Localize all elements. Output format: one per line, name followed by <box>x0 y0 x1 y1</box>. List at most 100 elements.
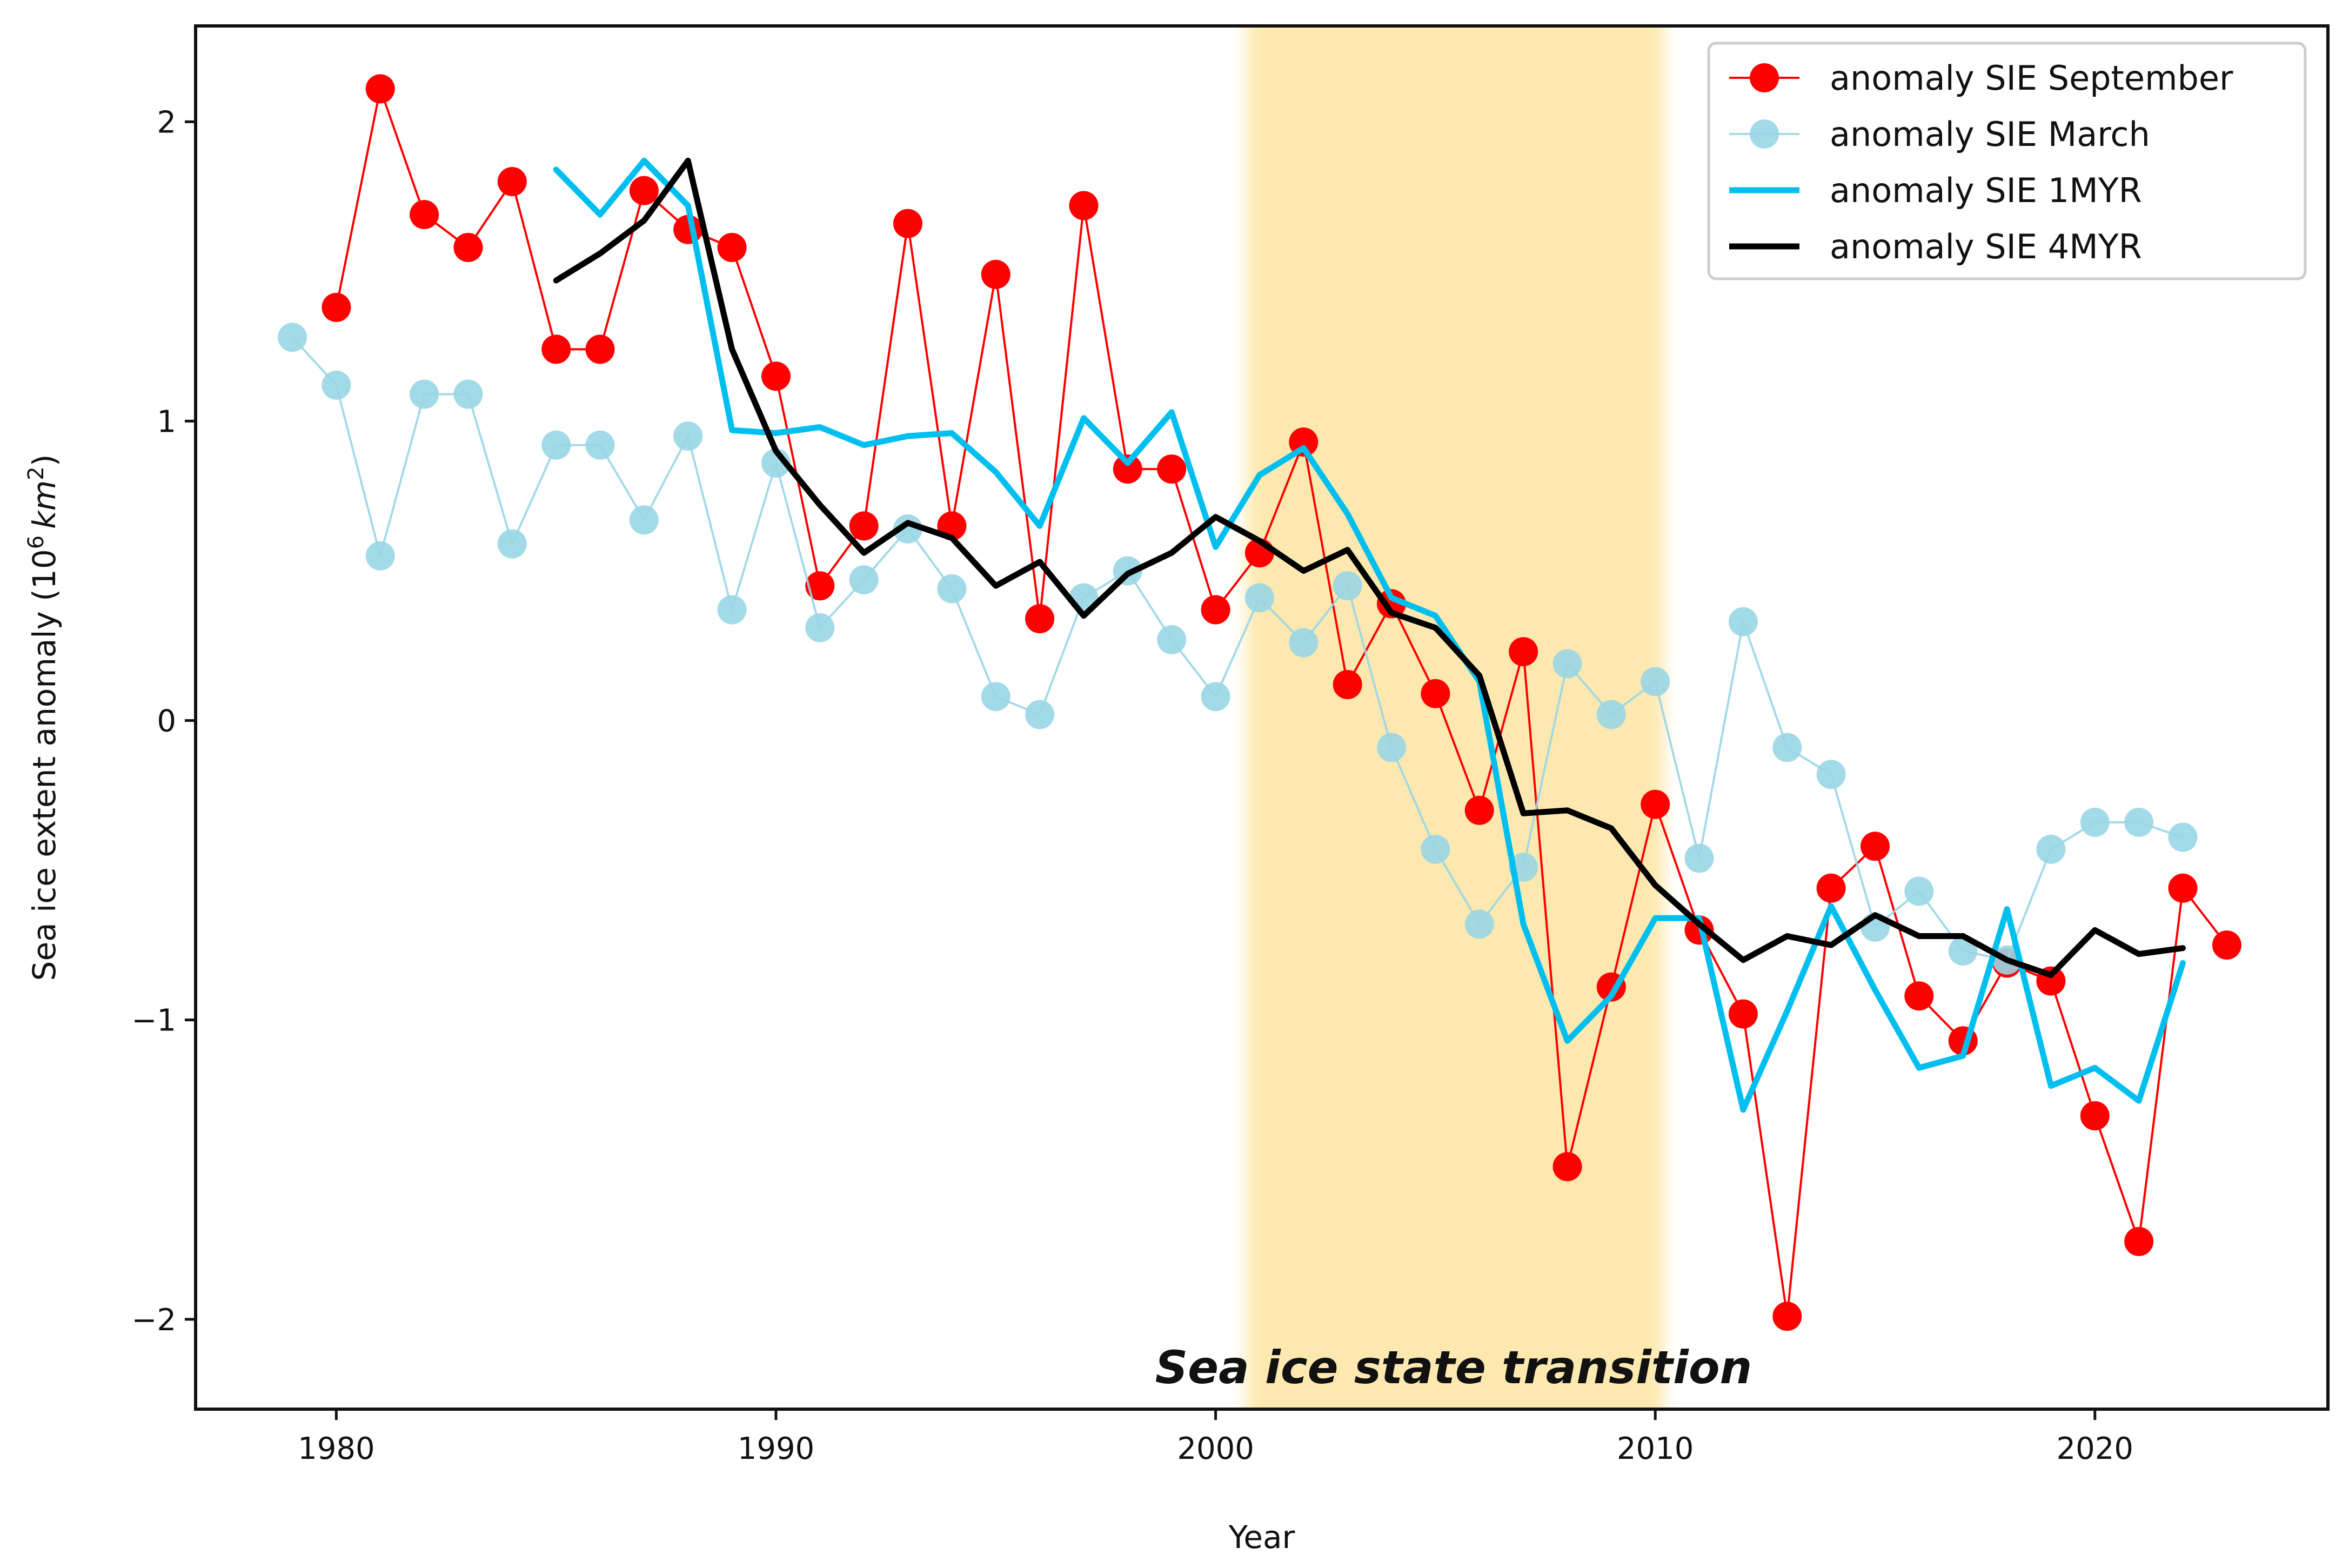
data-point-anomaly-sie-march <box>981 682 1010 712</box>
data-point-anomaly-sie-march <box>1201 682 1230 712</box>
data-point-anomaly-sie-march <box>365 541 395 571</box>
data-point-anomaly-sie-march <box>937 574 967 604</box>
series-layer <box>278 74 2241 1331</box>
data-point-anomaly-sie-march <box>1641 667 1670 696</box>
data-point-anomaly-sie-march <box>1244 583 1274 613</box>
data-point-anomaly-sie-september <box>497 167 527 197</box>
data-point-anomaly-sie-march <box>629 505 659 535</box>
data-point-anomaly-sie-march <box>1596 700 1626 729</box>
legend-label-anomaly-sie-september: anomaly SIE September <box>1830 58 2233 98</box>
data-point-anomaly-sie-march <box>585 430 615 460</box>
data-point-anomaly-sie-march <box>1684 843 1714 873</box>
data-point-anomaly-sie-march <box>453 379 483 409</box>
data-point-anomaly-sie-september <box>2124 1227 2154 1256</box>
data-point-anomaly-sie-september <box>1333 670 1362 699</box>
data-point-anomaly-sie-september <box>1464 795 1494 825</box>
legend-label-anomaly-sie-march: anomaly SIE March <box>1830 115 2150 154</box>
data-point-anomaly-sie-september <box>1157 454 1187 484</box>
data-point-anomaly-sie-march <box>1728 607 1758 636</box>
y-axis-label-unit: km <box>26 480 63 529</box>
data-point-anomaly-sie-march <box>1816 760 1846 789</box>
data-point-anomaly-sie-march <box>1464 909 1494 939</box>
data-point-anomaly-sie-march <box>278 323 307 352</box>
data-point-anomaly-sie-march <box>1904 876 1934 906</box>
x-tick-label: 2010 <box>1617 1431 1694 1466</box>
data-point-anomaly-sie-march <box>673 421 703 451</box>
y-axis-label-unit-sup: 2 <box>24 466 49 480</box>
legend: anomaly SIE September anomaly SIE March an… <box>1707 42 2307 280</box>
x-tick-label: 2020 <box>2057 1431 2134 1466</box>
legend-label-anomaly-sie-1myr: anomaly SIE 1MYR <box>1830 171 2142 210</box>
data-point-anomaly-sie-september <box>1113 454 1142 484</box>
data-point-anomaly-sie-march <box>805 613 835 642</box>
data-point-anomaly-sie-march <box>717 595 747 625</box>
data-point-anomaly-sie-march <box>1772 733 1802 762</box>
data-point-anomaly-sie-september <box>1069 191 1099 220</box>
plot-frame <box>194 24 2330 1411</box>
data-point-anomaly-sie-march <box>1025 700 1055 729</box>
data-point-anomaly-sie-september <box>453 233 483 262</box>
x-tick-label: 1990 <box>738 1431 815 1466</box>
data-point-anomaly-sie-march <box>1157 625 1187 654</box>
data-point-anomaly-sie-march <box>1948 936 1978 966</box>
data-point-anomaly-sie-september <box>2080 1101 2110 1130</box>
y-tick-label: −1 <box>131 1003 176 1038</box>
data-point-anomaly-sie-september <box>2212 930 2241 960</box>
y-axis: 2 1 0 −1 −2 <box>131 105 196 1338</box>
data-point-anomaly-sie-september <box>893 209 922 238</box>
data-point-anomaly-sie-september <box>1861 832 1890 861</box>
data-point-anomaly-sie-september <box>1025 604 1055 634</box>
data-point-anomaly-sie-september <box>322 292 351 322</box>
series-line-anomaly-sie-1myr <box>553 157 2186 1113</box>
x-axis: 1980 1990 2000 2010 2020 <box>298 1409 2133 1466</box>
transition-shaded-region <box>1246 26 1664 1409</box>
y-tick-label: −2 <box>131 1303 176 1338</box>
series-line-anomaly-sie-4myr <box>553 157 2186 978</box>
data-point-anomaly-sie-september <box>585 334 615 364</box>
data-point-anomaly-sie-march <box>322 370 351 400</box>
data-point-anomaly-sie-september <box>717 233 747 262</box>
x-tick-label: 2000 <box>1177 1431 1254 1466</box>
data-point-anomaly-sie-september <box>541 334 571 364</box>
data-point-anomaly-sie-march <box>2124 807 2154 837</box>
data-point-anomaly-sie-march <box>497 529 527 559</box>
y-tick-label: 0 <box>157 704 176 739</box>
data-point-anomaly-sie-march <box>849 565 879 595</box>
data-point-anomaly-sie-september <box>1904 981 1934 1011</box>
data-point-anomaly-sie-march <box>1333 571 1362 601</box>
y-tick-label: 1 <box>157 404 176 439</box>
y-tick-label: 2 <box>157 105 176 140</box>
data-point-anomaly-sie-september <box>1641 789 1670 819</box>
data-point-anomaly-sie-september <box>849 511 879 541</box>
data-point-anomaly-sie-september <box>1509 637 1538 667</box>
transition-annotation: Sea ice state transition <box>1155 1341 1752 1394</box>
data-point-anomaly-sie-september <box>1772 1302 1802 1331</box>
data-point-anomaly-sie-march <box>2168 822 2198 852</box>
data-point-anomaly-sie-march <box>2080 807 2110 837</box>
data-point-anomaly-sie-march <box>410 379 439 409</box>
y-axis-label: Sea ice extent anomaly (106 km2) <box>24 454 63 981</box>
data-point-anomaly-sie-september <box>2168 873 2198 903</box>
data-point-anomaly-sie-march <box>541 430 571 460</box>
data-point-anomaly-sie-march <box>893 514 922 544</box>
y-axis-label-sup: 6 <box>24 535 49 549</box>
data-point-anomaly-sie-september <box>1728 999 1758 1029</box>
data-point-anomaly-sie-september <box>981 259 1010 289</box>
data-point-anomaly-sie-march <box>2036 834 2066 864</box>
data-point-anomaly-sie-september <box>1201 595 1230 625</box>
x-axis-label: Year <box>1228 1519 1295 1556</box>
data-point-anomaly-sie-march <box>1377 733 1406 762</box>
data-point-anomaly-sie-september <box>1552 1152 1582 1182</box>
data-point-anomaly-sie-september <box>629 176 659 205</box>
data-point-anomaly-sie-march <box>1289 628 1319 658</box>
x-tick-label: 1980 <box>298 1431 375 1466</box>
data-point-anomaly-sie-september <box>805 571 835 601</box>
y-axis-label-main: Sea ice extent anomaly (10 <box>26 549 63 981</box>
data-point-anomaly-sie-september <box>410 200 439 230</box>
data-point-anomaly-sie-september <box>761 361 791 391</box>
legend-label-anomaly-sie-4myr: anomaly SIE 4MYR <box>1830 227 2142 266</box>
data-point-anomaly-sie-march <box>1552 649 1582 679</box>
data-point-anomaly-sie-september <box>1421 679 1450 708</box>
legend-box <box>1707 42 2307 280</box>
